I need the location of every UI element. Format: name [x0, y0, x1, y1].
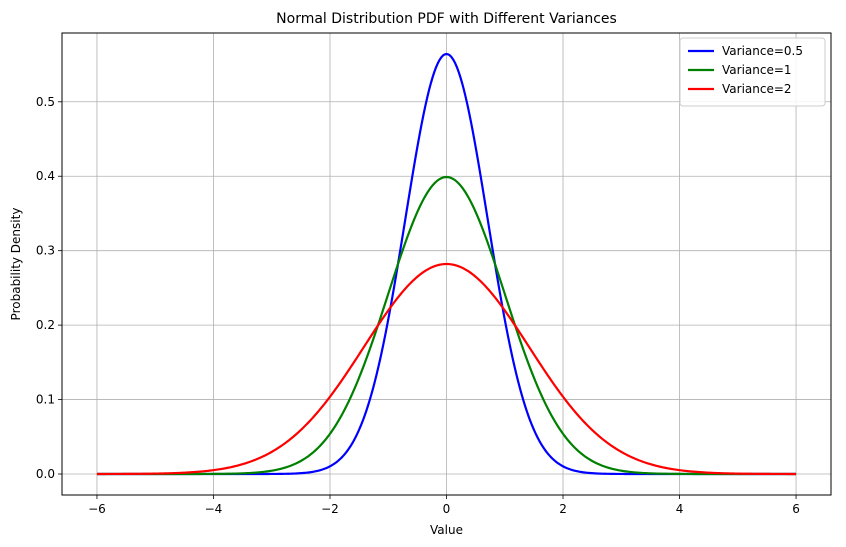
y-tick-label: 0.1 — [36, 393, 55, 407]
x-tick-label: −2 — [321, 502, 339, 516]
x-tick-label: 0 — [443, 502, 451, 516]
y-axis: 0.0 0.1 0.2 0.3 0.4 0.5 — [36, 95, 62, 481]
x-tick-label: 4 — [676, 502, 684, 516]
x-tick-label: 2 — [559, 502, 567, 516]
y-tick-label: 0.5 — [36, 95, 55, 109]
x-tick-label: 6 — [792, 502, 800, 516]
x-axis-label: Value — [430, 523, 463, 537]
y-tick-label: 0.4 — [36, 169, 55, 183]
legend-label: Variance=2 — [722, 82, 792, 96]
x-tick-label: −6 — [88, 502, 106, 516]
legend-box — [679, 37, 826, 107]
series-line-2 — [96, 175, 797, 476]
chart-title: Normal Distribution PDF with Different V… — [276, 11, 617, 27]
series-line-3 — [96, 262, 797, 476]
x-tick-label: −4 — [205, 502, 223, 516]
series-layer — [96, 52, 797, 476]
legend-label: Variance=0.5 — [722, 44, 803, 58]
y-tick-label: 0.3 — [36, 244, 55, 258]
x-axis: −6 −4 −2 0 2 4 6 — [88, 495, 800, 516]
y-tick-label: 0.2 — [36, 318, 55, 332]
y-tick-label: 0.0 — [36, 467, 55, 481]
legend-label: Variance=1 — [722, 63, 792, 77]
y-axis-label: Probability Density — [9, 208, 23, 321]
legend: Variance=0.5 Variance=1 Variance=2 — [679, 37, 826, 107]
